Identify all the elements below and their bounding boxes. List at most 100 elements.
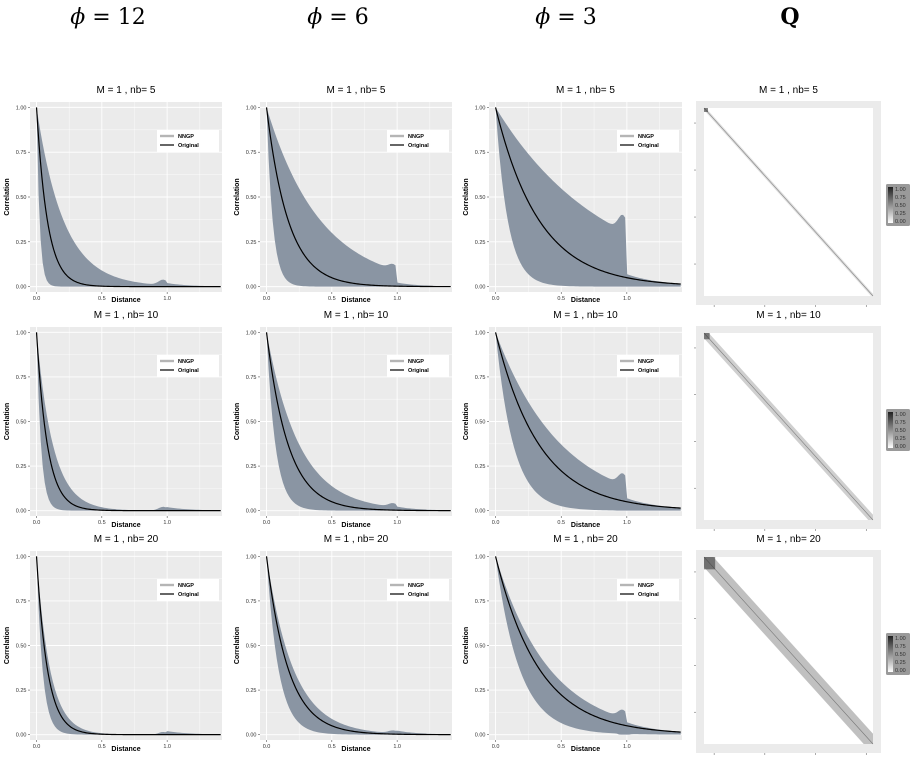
legend-label-nngp: NNGP bbox=[638, 359, 654, 365]
y-tick-label: 0.50 bbox=[246, 420, 257, 426]
y-tick-label: 0.50 bbox=[475, 195, 486, 201]
nngp-band bbox=[36, 556, 221, 735]
x-tick-label: 0.0 bbox=[492, 520, 500, 526]
column-headers: ϕ = 12 ϕ = 6 ϕ = 3 Q bbox=[70, 4, 799, 30]
original-curve bbox=[35, 332, 221, 512]
y-tick-label: 0.00 bbox=[246, 509, 257, 515]
y-tick-label: 0.75 bbox=[246, 150, 257, 156]
q-matrix-panel: M = 1 , nb= 5 1.00 0.75 0.50 0.25 0.00 bbox=[694, 85, 910, 307]
original-curve bbox=[494, 332, 681, 509]
nngp-band bbox=[495, 107, 681, 287]
legend-label-original: Original bbox=[638, 143, 659, 149]
colorbar-ramp bbox=[888, 187, 893, 223]
column-header-phi-3: ϕ = 3 bbox=[535, 5, 596, 30]
colorbar-tick-label: 0.00 bbox=[895, 444, 906, 450]
y-tick-label: 0.50 bbox=[246, 195, 257, 201]
panel-title: M = 1 , nb= 10 bbox=[553, 310, 618, 321]
x-axis-label: Distance bbox=[111, 297, 140, 304]
colorbar-tick-label: 0.00 bbox=[895, 668, 906, 674]
legend: NNGP Original bbox=[617, 579, 679, 601]
legend-label-nngp: NNGP bbox=[638, 583, 654, 589]
phi-value: = 3 bbox=[550, 5, 596, 30]
legend-label-original: Original bbox=[638, 592, 659, 598]
y-tick-label: 0.50 bbox=[16, 195, 27, 201]
x-tick-label: 0.5 bbox=[328, 520, 336, 526]
x-tick-label: 0.0 bbox=[33, 520, 41, 526]
phi-symbol: ϕ bbox=[535, 5, 550, 30]
panel-title: M = 1 , nb= 20 bbox=[756, 534, 821, 545]
legend-label-nngp: NNGP bbox=[178, 359, 194, 365]
y-tick-label: 0.25 bbox=[246, 464, 257, 470]
legend: NNGP Original bbox=[387, 579, 449, 601]
legend-label-original: Original bbox=[178, 143, 199, 149]
y-tick-label: 1.00 bbox=[475, 554, 486, 560]
y-tick-label: 0.00 bbox=[16, 285, 27, 291]
x-tick-label: 0.5 bbox=[557, 744, 565, 750]
y-tick-label: 0.75 bbox=[475, 150, 486, 156]
panel-title: M = 1 , nb= 5 bbox=[556, 85, 615, 96]
y-tick-label: 0.25 bbox=[475, 464, 486, 470]
y-tick-label: 0.75 bbox=[16, 150, 27, 156]
y-tick-label: 0.25 bbox=[475, 688, 486, 694]
x-tick-label: 1.0 bbox=[163, 744, 171, 750]
y-tick-label: 0.00 bbox=[16, 733, 27, 739]
colorbar: 1.00 0.75 0.50 0.25 0.00 bbox=[886, 633, 910, 675]
colorbar-tick-label: 0.75 bbox=[895, 644, 906, 650]
colorbar-tick-label: 1.00 bbox=[895, 412, 906, 418]
original-curve bbox=[265, 332, 451, 512]
y-axis-label: Correlation bbox=[4, 403, 11, 440]
y-tick-label: 0.75 bbox=[246, 599, 257, 605]
original-curve bbox=[35, 107, 221, 288]
y-tick-label: 0.00 bbox=[16, 509, 27, 515]
x-axis-label: Distance bbox=[111, 522, 140, 529]
panel-title: M = 1 , nb= 20 bbox=[553, 534, 618, 545]
legend: NNGP Original bbox=[157, 579, 219, 601]
legend-label-nngp: NNGP bbox=[408, 134, 424, 140]
x-tick-label: 1.0 bbox=[393, 520, 401, 526]
correlation-panel: M = 1 , nb= 10 0.00 0.25 0.50 0.75 1.00 0.0 0.5… bbox=[234, 310, 452, 529]
y-tick-label: 0.75 bbox=[475, 599, 486, 605]
panels: M = 1 , nb= 5 0.00 0.25 0.50 0.75 1.00 0.0 0.5 1… bbox=[4, 85, 910, 755]
colorbar-tick-label: 1.00 bbox=[895, 636, 906, 642]
panel-title: M = 1 , nb= 20 bbox=[94, 534, 159, 545]
correlation-panel: M = 1 , nb= 5 0.00 0.25 0.50 0.75 1.00 0.0 0.5 1… bbox=[463, 85, 682, 304]
y-tick-label: 1.00 bbox=[16, 554, 27, 560]
legend-label-nngp: NNGP bbox=[178, 583, 194, 589]
x-tick-label: 0.5 bbox=[98, 296, 106, 302]
legend-label-nngp: NNGP bbox=[638, 134, 654, 140]
original-curve bbox=[494, 107, 681, 285]
x-tick-label: 0.0 bbox=[263, 520, 271, 526]
q-diagonal-line bbox=[703, 332, 874, 521]
q-corner-block bbox=[704, 333, 710, 340]
y-axis-label: Correlation bbox=[463, 403, 470, 440]
y-tick-label: 1.00 bbox=[246, 554, 257, 560]
x-tick-label: 1.0 bbox=[163, 520, 171, 526]
correlation-panel: M = 1 , nb= 5 0.00 0.25 0.50 0.75 1.00 0.0 0.5 1… bbox=[4, 85, 222, 304]
q-matrix-panel: M = 1 , nb= 10 1.00 0.75 0.50 0.25 0.00 bbox=[694, 310, 910, 531]
x-tick-label: 0.5 bbox=[98, 520, 106, 526]
legend-label-original: Original bbox=[178, 368, 199, 374]
y-tick-label: 1.00 bbox=[475, 330, 486, 336]
correlation-panel: M = 1 , nb= 20 0.00 0.25 0.50 0.75 1.00 0.0 0.5… bbox=[4, 534, 222, 753]
column-header-q: Q bbox=[780, 4, 799, 30]
legend-label-nngp: NNGP bbox=[408, 359, 424, 365]
x-axis-label: Distance bbox=[341, 297, 370, 304]
x-axis-label: Distance bbox=[571, 522, 600, 529]
colorbar-tick-label: 0.25 bbox=[895, 660, 906, 666]
panel-title: M = 1 , nb= 5 bbox=[759, 85, 818, 96]
x-tick-label: 1.0 bbox=[623, 520, 631, 526]
y-tick-label: 1.00 bbox=[16, 330, 27, 336]
y-tick-label: 0.50 bbox=[475, 420, 486, 426]
phi-symbol: ϕ bbox=[70, 5, 85, 30]
correlation-panel: M = 1 , nb= 10 0.00 0.25 0.50 0.75 1.00 0.0 0.5… bbox=[463, 310, 682, 529]
y-tick-label: 0.00 bbox=[475, 733, 486, 739]
y-tick-label: 0.75 bbox=[16, 375, 27, 381]
q-diagonal-line bbox=[703, 107, 874, 297]
y-axis-label: Correlation bbox=[463, 178, 470, 215]
y-tick-label: 0.25 bbox=[475, 240, 486, 246]
panel-title: M = 1 , nb= 20 bbox=[324, 534, 389, 545]
y-tick-label: 0.25 bbox=[16, 464, 27, 470]
legend-label-original: Original bbox=[408, 368, 429, 374]
legend: NNGP Original bbox=[617, 130, 679, 152]
